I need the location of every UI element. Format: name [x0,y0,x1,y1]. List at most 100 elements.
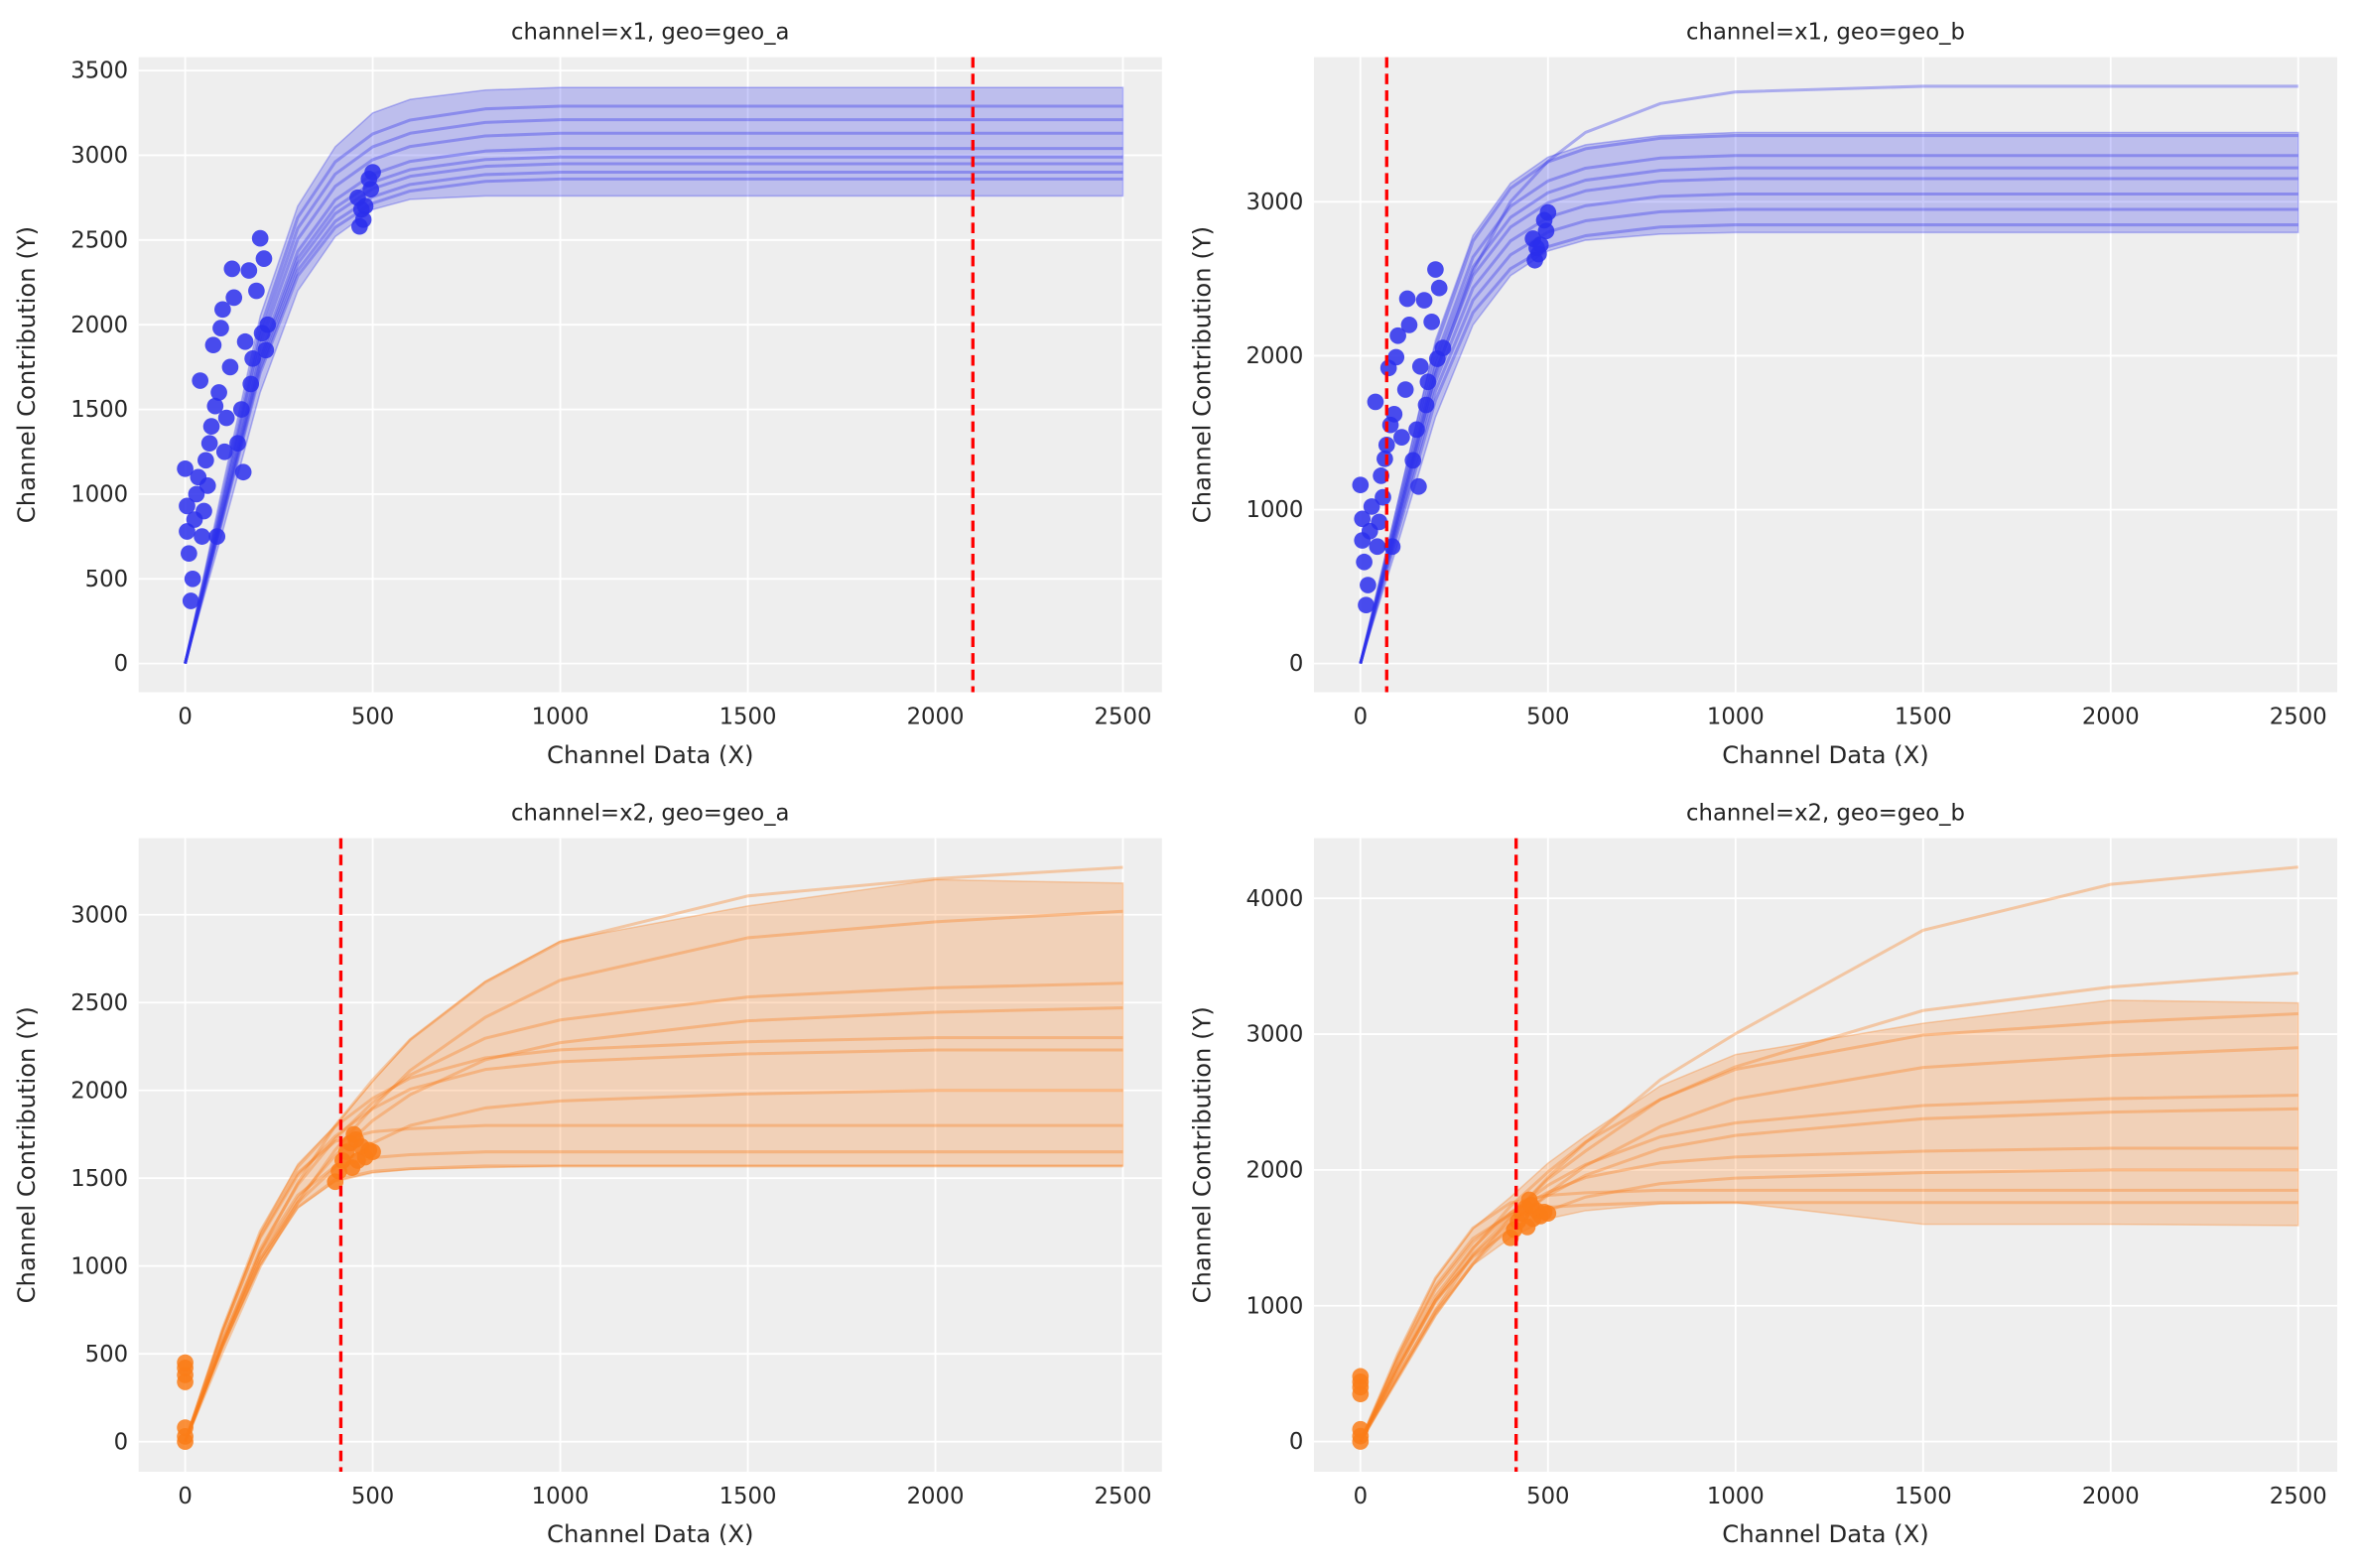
y-tick-label: 4000 [1246,886,1303,912]
y-tick-label: 2500 [70,990,128,1016]
data-point [242,375,260,393]
data-point [1375,488,1391,506]
data-point [364,164,381,181]
data-point [1404,452,1422,469]
x-tick-label: 2500 [1095,1484,1152,1509]
data-point [251,229,269,247]
data-point [1518,1219,1536,1236]
y-tick-label: 2000 [70,313,128,338]
data-point [1539,203,1557,221]
data-point [215,443,233,460]
data-point [234,463,252,481]
posterior-curve [1359,177,2298,665]
y-tick-label: 3000 [1246,1022,1303,1048]
data-point [1387,348,1405,366]
x-tick-label: 0 [178,1484,192,1509]
subplot-2: 0 500 1000 1500 2000 2500 0 1000 2000 3000 channel… [1187,19,2338,769]
x-axis-label: Channel Data (X) [1722,740,1928,769]
y-tick-label: 2000 [1246,343,1303,369]
posterior-curve [184,1089,1123,1443]
x-tick-label: 2000 [907,704,965,729]
posterior-curve [1359,1094,2298,1443]
data-point [177,459,194,477]
y-tick-label: 1500 [70,397,128,423]
data-point [248,282,265,300]
data-point [1358,596,1375,614]
data-point [1410,477,1427,495]
plot-background [1313,57,2338,693]
x-tick-label: 500 [351,704,394,729]
x-axis-label: Channel Data (X) [547,740,753,769]
data-point [1363,498,1380,515]
data-point [1371,513,1388,531]
posterior-curve [1359,166,2298,665]
x-axis-label: Channel Data (X) [1722,1519,1928,1548]
data-point [188,485,205,503]
data-point [1354,510,1372,528]
data-point [197,452,214,469]
x-axis-label: Channel Data (X) [547,1519,753,1548]
x-tick-label: 2500 [2270,1484,2327,1509]
data-point [1400,317,1418,333]
x-tick-label: 500 [1526,1484,1569,1509]
data-point [1419,373,1437,391]
y-tick-label: 500 [85,1342,128,1368]
subplot-3: 0 500 1000 1500 2000 2500 0 500 1000 1500 2000 2500… [12,800,1162,1548]
subplot-1: 0 500 1000 1500 2000 2500 0 500 1000 1500 2000 2500… [12,19,1162,769]
hdi-band [184,86,1124,664]
posterior-curve [1359,865,2298,1443]
x-tick-label: 2000 [2082,1484,2140,1509]
x-tick-label: 0 [178,704,192,729]
y-tick-label: 0 [1289,651,1303,677]
data-point [214,301,231,319]
data-point [177,1354,194,1372]
y-tick-label: 1000 [1246,497,1303,523]
data-point [184,570,201,588]
data-point [200,435,218,453]
data-point [204,336,222,354]
x-tick-label: 1500 [720,1484,777,1509]
posterior-curve [184,131,1123,664]
y-tick-label: 1000 [70,482,128,508]
posterior-curve [184,1150,1123,1443]
posterior-curve [1359,134,2298,665]
posterior-curve [1359,1201,2298,1443]
data-point [212,320,229,336]
posterior-curve [184,981,1123,1443]
data-point [1367,393,1384,411]
data-point [259,316,277,333]
data-point [1415,292,1433,309]
y-axis-label: Channel Contribution (Y) [12,226,41,523]
y-tick-label: 3500 [70,59,128,84]
data-point [362,181,380,197]
x-tick-label: 2000 [907,1484,965,1509]
y-tick-label: 0 [114,1429,128,1455]
y-tick-label: 2000 [70,1078,128,1104]
data-point [1356,553,1373,571]
x-tick-label: 2000 [2082,704,2140,729]
plot-background [138,57,1162,693]
data-point [257,341,275,359]
posterior-curve [184,1123,1123,1443]
data-point [1369,538,1386,556]
data-point [210,384,227,401]
posterior-curve [1359,1168,2298,1443]
data-point [1427,261,1444,278]
data-point [1389,327,1406,344]
data-point [347,1130,364,1148]
data-point [1352,1420,1370,1438]
data-point [1352,476,1370,494]
plot-background [1313,838,2338,1472]
data-point [1430,279,1448,297]
x-tick-label: 500 [1526,704,1569,729]
data-point [1385,406,1403,423]
y-tick-label: 1000 [1246,1293,1303,1319]
y-axis-label: Channel Contribution (Y) [12,1006,41,1303]
x-tick-label: 0 [1354,1484,1368,1509]
data-point [1530,245,1547,263]
data-point [364,1143,381,1161]
subplot-title: channel=x1, geo=geo_a [511,19,789,45]
posterior-curve [184,1164,1123,1443]
data-point [1377,450,1393,467]
data-point [1539,1205,1557,1223]
